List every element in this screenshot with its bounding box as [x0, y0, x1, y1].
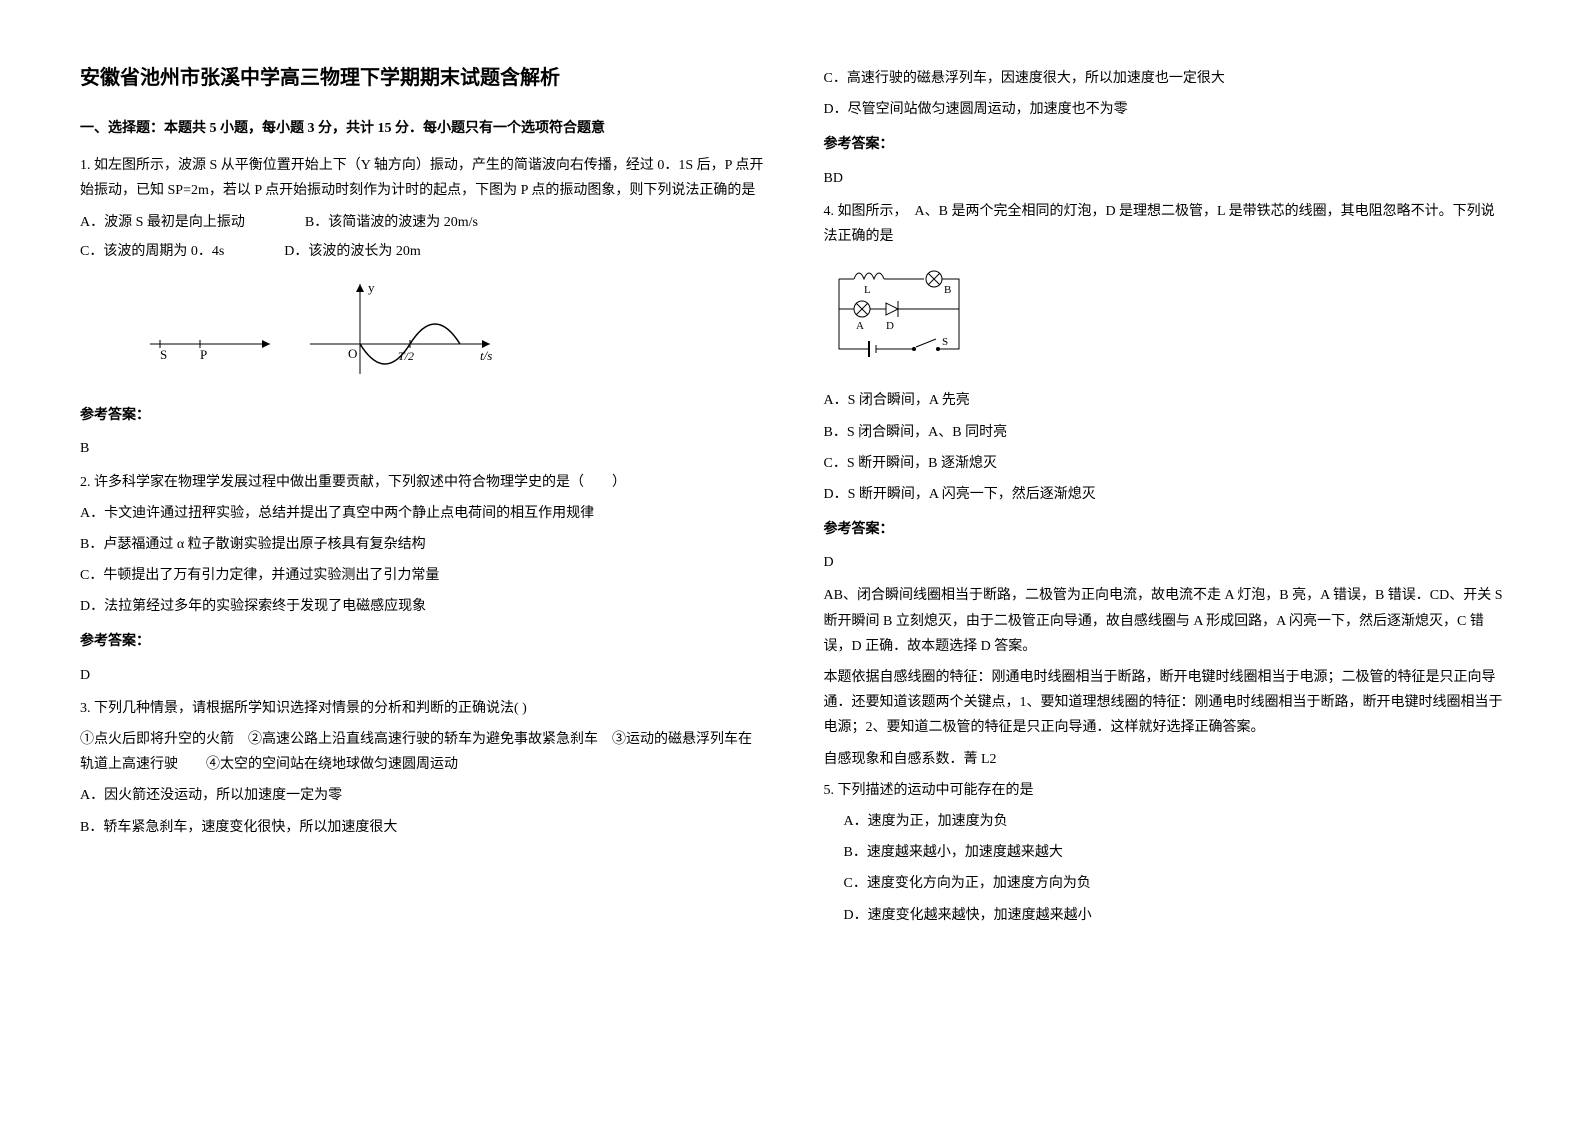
x-axis-label: t/s	[480, 348, 492, 363]
q4-expl3: 自感现象和自感系数．菁 L2	[824, 747, 1508, 772]
q3-ans: BD	[824, 166, 1508, 191]
circuit-d: D	[886, 320, 894, 332]
q1-opt-b: B．该简谐波的波速为 20m/s	[305, 210, 478, 235]
q3-ans-label: 参考答案：	[824, 132, 1508, 157]
circuit-s: S	[942, 336, 948, 348]
y-axis-label: y	[368, 280, 375, 295]
q1-ans-label: 参考答案：	[80, 403, 764, 428]
q3-opt-a: A．因火箭还没运动，所以加速度一定为零	[80, 783, 764, 808]
q4-opt-a: A．S 闭合瞬间，A 先亮	[824, 388, 1508, 413]
q5-opt-b: B．速度越来越小，加速度越来越大	[824, 840, 1508, 865]
q3-stem: 3. 下列几种情景，请根据所学知识选择对情景的分析和判断的正确说法( )	[80, 696, 764, 721]
q1-opt-a: A．波源 S 最初是向上振动	[80, 210, 245, 235]
circuit-l: L	[864, 284, 871, 296]
s-label: S	[160, 347, 167, 362]
q5-opt-c: C．速度变化方向为正，加速度方向为负	[824, 871, 1508, 896]
section-heading: 一、选择题：本题共 5 小题，每小题 3 分，共计 15 分．每小题只有一个选项…	[80, 116, 764, 141]
circuit-b: B	[944, 284, 951, 296]
q1-stem: 1. 如左图所示，波源 S 从平衡位置开始上下（Y 轴方向）振动，产生的简谐波向…	[80, 153, 764, 203]
tick-label: T/2	[398, 349, 414, 363]
q1-diagram: S P y O t/s T/2	[140, 274, 764, 393]
q4-opt-b: B．S 闭合瞬间，A、B 同时亮	[824, 420, 1508, 445]
q3-opt-c: C．高速行驶的磁悬浮列车，因速度很大，所以加速度也一定很大	[824, 66, 1508, 91]
q4-diagram: L B A D S	[824, 259, 1508, 378]
q4-expl2: 本题依据自感线圈的特征：刚通电时线圈相当于断路，断开电键时线圈相当于电源；二极管…	[824, 665, 1508, 741]
q4-ans: D	[824, 550, 1508, 575]
q5-opt-a: A．速度为正，加速度为负	[824, 809, 1508, 834]
q3-desc: ①点火后即将升空的火箭 ②高速公路上沿直线高速行驶的轿车为避免事故紧急刹车 ③运…	[80, 727, 764, 777]
q4-expl1: AB、闭合瞬间线圈相当于断路，二极管为正向电流，故电流不走 A 灯泡，B 亮，A…	[824, 583, 1508, 659]
q2-opt-a: A．卡文迪许通过扭秤实验，总结并提出了真空中两个静止点电荷间的相互作用规律	[80, 501, 764, 526]
circuit-a: A	[856, 320, 864, 332]
q2-ans: D	[80, 663, 764, 688]
q4-opt-c: C．S 断开瞬间，B 逐渐熄灭	[824, 451, 1508, 476]
q2-ans-label: 参考答案：	[80, 629, 764, 654]
q1-ans: B	[80, 436, 764, 461]
origin-label: O	[348, 346, 357, 361]
q4-opt-d: D．S 断开瞬间，A 闪亮一下，然后逐渐熄灭	[824, 482, 1508, 507]
q5-stem: 5. 下列描述的运动中可能存在的是	[824, 778, 1508, 803]
q2-opt-b: B．卢瑟福通过 α 粒子散谢实验提出原子核具有复杂结构	[80, 532, 764, 557]
p-label: P	[200, 347, 207, 362]
q3-opt-b: B．轿车紧急刹车，速度变化很快，所以加速度很大	[80, 815, 764, 840]
q3-opt-d: D．尽管空间站做匀速圆周运动，加速度也不为零	[824, 97, 1508, 122]
q2-stem: 2. 许多科学家在物理学发展过程中做出重要贡献，下列叙述中符合物理学史的是（ ）	[80, 470, 764, 495]
q1-opt-d: D．该波的波长为 20m	[284, 239, 421, 264]
q1-opt-c: C．该波的周期为 0．4s	[80, 239, 224, 264]
q2-opt-d: D．法拉第经过多年的实验探索终于发现了电磁感应现象	[80, 594, 764, 619]
q4-ans-label: 参考答案：	[824, 517, 1508, 542]
q4-stem: 4. 如图所示， A、B 是两个完全相同的灯泡，D 是理想二极管，L 是带铁芯的…	[824, 199, 1508, 249]
q2-opt-c: C．牛顿提出了万有引力定律，并通过实验测出了引力常量	[80, 563, 764, 588]
q5-opt-d: D．速度变化越来越快，加速度越来越小	[824, 903, 1508, 928]
page-title: 安徽省池州市张溪中学高三物理下学期期末试题含解析	[80, 60, 764, 96]
